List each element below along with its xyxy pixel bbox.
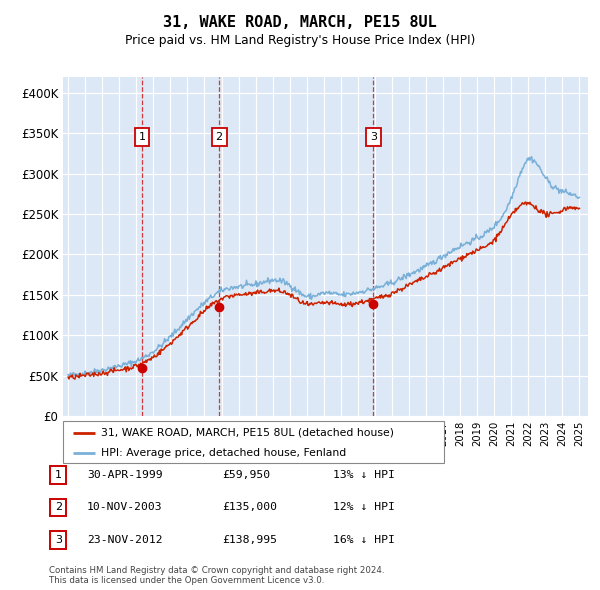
Text: £138,995: £138,995 [222, 535, 277, 545]
Text: 2: 2 [215, 132, 223, 142]
Text: 12% ↓ HPI: 12% ↓ HPI [333, 503, 395, 512]
Text: £135,000: £135,000 [222, 503, 277, 512]
Text: Price paid vs. HM Land Registry's House Price Index (HPI): Price paid vs. HM Land Registry's House … [125, 34, 475, 47]
Text: 23-NOV-2012: 23-NOV-2012 [87, 535, 163, 545]
Text: 2: 2 [55, 503, 62, 512]
Text: 10-NOV-2003: 10-NOV-2003 [87, 503, 163, 512]
FancyBboxPatch shape [50, 531, 67, 549]
Text: 31, WAKE ROAD, MARCH, PE15 8UL (detached house): 31, WAKE ROAD, MARCH, PE15 8UL (detached… [101, 428, 394, 438]
FancyBboxPatch shape [50, 499, 67, 516]
Text: 3: 3 [55, 535, 62, 545]
Text: Contains HM Land Registry data © Crown copyright and database right 2024.
This d: Contains HM Land Registry data © Crown c… [49, 566, 385, 585]
Text: 31, WAKE ROAD, MARCH, PE15 8UL: 31, WAKE ROAD, MARCH, PE15 8UL [163, 15, 437, 30]
Text: 3: 3 [370, 132, 377, 142]
FancyBboxPatch shape [63, 421, 444, 463]
Text: £59,950: £59,950 [222, 470, 270, 480]
Text: 1: 1 [139, 132, 145, 142]
Text: 30-APR-1999: 30-APR-1999 [87, 470, 163, 480]
Text: 1: 1 [55, 470, 62, 480]
Text: HPI: Average price, detached house, Fenland: HPI: Average price, detached house, Fenl… [101, 448, 346, 457]
Text: 13% ↓ HPI: 13% ↓ HPI [333, 470, 395, 480]
FancyBboxPatch shape [50, 466, 67, 484]
Text: 16% ↓ HPI: 16% ↓ HPI [333, 535, 395, 545]
